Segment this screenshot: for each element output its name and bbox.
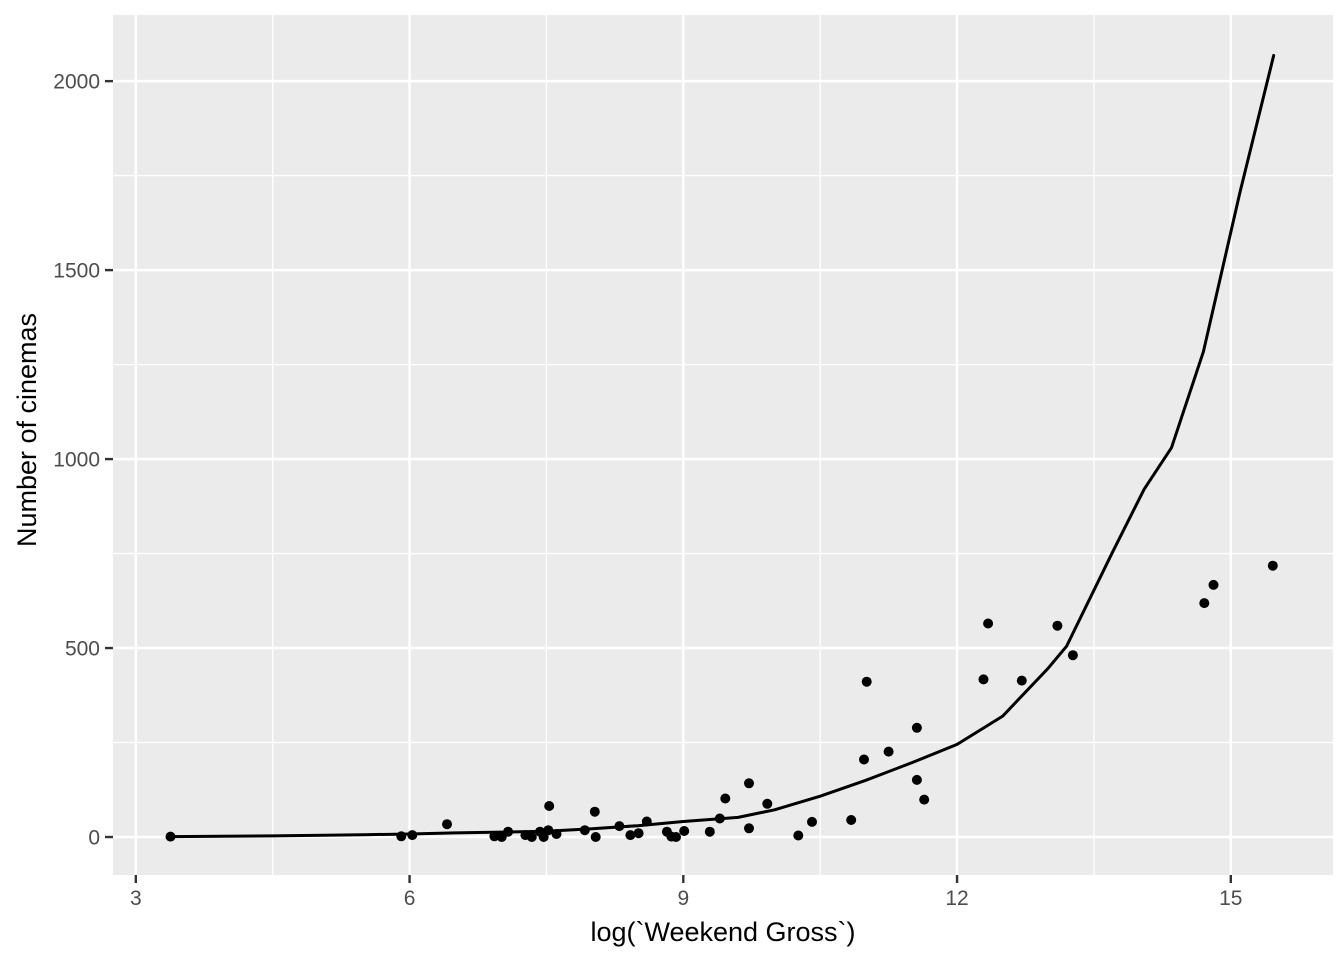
x-tick-label: 15: [1219, 887, 1242, 910]
data-point: [544, 801, 555, 811]
data-point: [846, 815, 857, 825]
data-point: [714, 813, 725, 824]
data-point: [1267, 560, 1278, 571]
x-axis-title: log(`Weekend Gross`): [590, 917, 855, 947]
minor-gridlines: [113, 15, 1333, 875]
y-tick-label: 1500: [53, 260, 100, 283]
data-point: [807, 816, 817, 827]
axis-tick-marks: [105, 79, 1233, 883]
y-axis-title: Number of cinemas: [12, 313, 42, 547]
major-gridlines: [113, 15, 1333, 875]
data-point: [641, 816, 652, 827]
data-point: [396, 831, 407, 842]
data-point: [526, 832, 537, 842]
scatter-points-layer: [165, 560, 1278, 842]
data-point: [407, 830, 418, 841]
data-point: [671, 832, 681, 842]
data-point: [983, 618, 994, 629]
data-point: [911, 722, 922, 733]
y-tick-label: 2000: [53, 71, 100, 94]
data-point: [543, 825, 554, 836]
y-tick-label: 1000: [53, 449, 100, 472]
x-tick-label: 12: [945, 887, 968, 910]
data-point: [442, 819, 452, 830]
data-point: [978, 674, 989, 685]
data-point: [1208, 579, 1219, 590]
data-point: [633, 828, 644, 839]
data-point: [590, 832, 601, 842]
smooth-fit-line: [169, 53, 1276, 839]
data-point: [589, 806, 600, 817]
data-point: [744, 823, 754, 834]
data-point: [551, 829, 562, 839]
x-tick-label: 9: [677, 887, 689, 910]
data-point: [861, 676, 872, 687]
data-point: [859, 754, 869, 765]
panel-background: [113, 15, 1333, 875]
smooth-fit-line-layer: [169, 53, 1276, 839]
data-point: [793, 830, 804, 841]
data-point: [762, 798, 773, 809]
plot-panel: [113, 15, 1333, 875]
data-point: [911, 774, 922, 785]
data-point: [579, 825, 590, 836]
data-point: [1052, 620, 1063, 631]
x-tick-label: 6: [404, 887, 416, 910]
data-point: [489, 831, 500, 842]
data-point: [1067, 650, 1078, 661]
y-tick-label: 0: [88, 827, 100, 850]
data-point: [625, 830, 636, 841]
data-point: [614, 821, 625, 832]
data-point: [883, 746, 894, 757]
data-point: [919, 794, 930, 805]
data-point: [679, 826, 690, 836]
x-tick-label: 3: [130, 887, 142, 910]
data-point: [744, 778, 754, 789]
data-point: [720, 793, 731, 804]
data-point: [1016, 675, 1027, 686]
data-point: [503, 826, 514, 837]
data-point: [1199, 598, 1210, 609]
data-point: [704, 826, 715, 837]
data-point: [165, 831, 176, 842]
y-tick-label: 500: [65, 638, 100, 661]
axis-tick-labels: 3 6 9 12 15 0 500 1000 1500 2000: [53, 71, 1242, 910]
